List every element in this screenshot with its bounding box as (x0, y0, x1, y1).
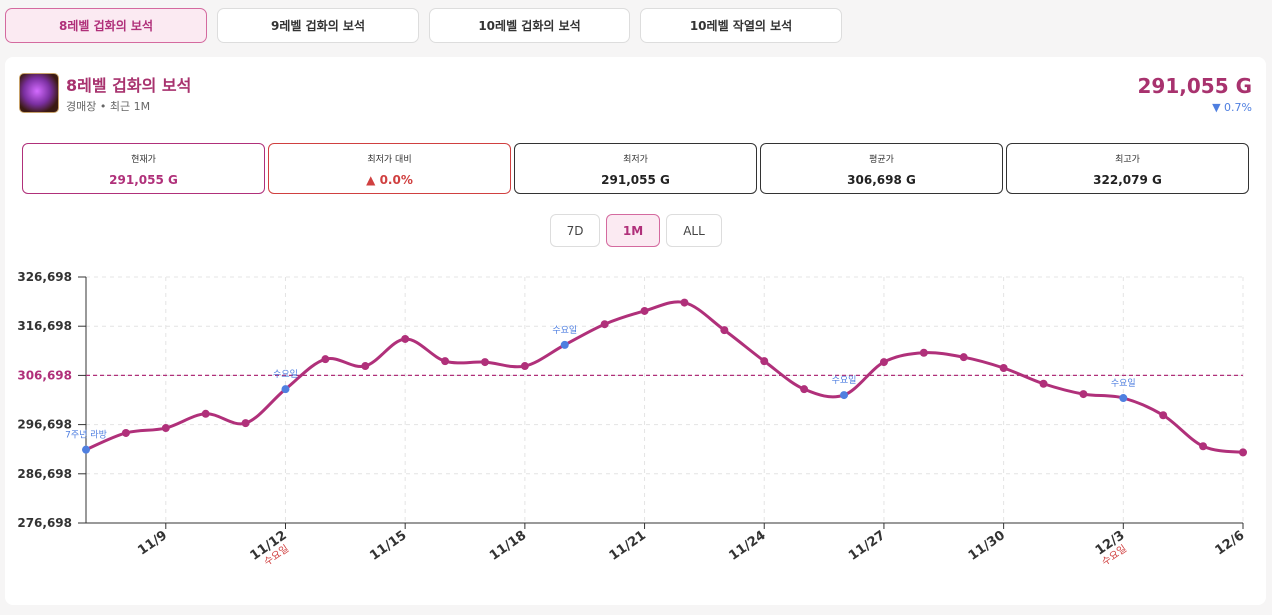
data-point (1199, 442, 1208, 451)
data-point (441, 357, 450, 366)
stat: 최저가 291,055 G (514, 143, 757, 194)
subtitle: 경매장 • 최근 1M (66, 100, 151, 113)
stat-value: 291,055 G (109, 173, 178, 187)
range-button[interactable]: ALL (666, 214, 722, 247)
y-tick-label: 326,698 (17, 270, 72, 284)
data-point (720, 326, 729, 335)
stat: 현재가 291,055 G (22, 143, 265, 194)
data-point (1159, 411, 1168, 420)
tab[interactable]: 9레벨 겁화의 보석 (217, 8, 419, 43)
data-point (840, 391, 849, 400)
title: 8레벨 겁화의 보석 (66, 76, 192, 95)
data-point (1119, 394, 1128, 403)
data-point (1079, 390, 1088, 399)
change: ▼ 0.7% (1212, 101, 1252, 114)
annotation: 수요일 (273, 369, 298, 380)
data-point (161, 424, 170, 433)
tab[interactable]: 8레벨 겁화의 보석 (5, 8, 207, 43)
item-icon (19, 73, 59, 113)
stat-value: 306,698 G (847, 173, 916, 187)
data-point (401, 334, 410, 343)
data-point (600, 320, 609, 329)
stat: 최고가 322,079 G (1006, 143, 1249, 194)
data-point (919, 348, 928, 357)
data-point (121, 428, 130, 437)
data-point (999, 364, 1008, 373)
data-point (1039, 379, 1048, 388)
tab[interactable]: 10레벨 겁화의 보석 (429, 8, 630, 43)
data-point (520, 362, 529, 371)
data-point (560, 340, 569, 349)
data-point (640, 306, 649, 315)
data-point (480, 358, 489, 367)
data-point (879, 358, 888, 367)
x-tick-label: 11/21 (607, 528, 649, 564)
chart: 276,698 286,698 296,698 306,698 316,698 326,6… (17, 270, 1248, 568)
data-point (800, 385, 809, 394)
data-point (1239, 448, 1247, 457)
x-tick-label: 11/18 (487, 528, 529, 564)
data-point (201, 409, 210, 418)
price-line (85, 300, 1244, 454)
data-point (680, 298, 689, 307)
x-tick-label: 11/9 (135, 528, 170, 559)
y-tick-label: 276,698 (17, 516, 72, 530)
data-point (82, 445, 90, 454)
data-point (241, 419, 250, 428)
x-tick-label: 11/27 (846, 528, 888, 564)
stat-value: ▲ 0.0% (366, 173, 413, 187)
range-button[interactable]: 1M (606, 214, 660, 247)
data-point (321, 355, 330, 364)
annotation: 수요일 (552, 325, 577, 336)
stat-label: 현재가 (131, 155, 156, 165)
data-point (281, 385, 290, 394)
annotation: 수요일 (832, 375, 857, 386)
stat-label: 평균가 (869, 155, 894, 165)
x-tick-label: 11/30 (966, 528, 1008, 564)
x-tick-label: 11/24 (726, 528, 768, 564)
x-tick-label: 11/15 (367, 528, 409, 564)
data-point (959, 353, 968, 362)
y-tick-label: 306,698 (17, 368, 72, 382)
y-tick-label: 286,698 (17, 467, 72, 481)
x-tick-label: 12/6 (1213, 528, 1248, 559)
y-tick-label: 316,698 (17, 319, 72, 333)
stat-label: 최고가 (1115, 155, 1140, 165)
stat: 평균가 306,698 G (760, 143, 1003, 194)
price: 291,055 G (1137, 74, 1252, 98)
stat-label: 최저가 대비 (367, 155, 412, 165)
range-button[interactable]: 7D (550, 214, 600, 247)
y-tick-label: 296,698 (17, 418, 72, 432)
data-point (760, 357, 769, 366)
data-point (361, 362, 370, 371)
stat: 최저가 대비 ▲ 0.0% (268, 143, 511, 194)
tab[interactable]: 10레벨 작열의 보석 (640, 8, 842, 43)
stat-value: 291,055 G (601, 173, 670, 187)
stat-label: 최저가 (623, 155, 648, 165)
annotation: 7주년 라방 (65, 430, 107, 441)
stat-value: 322,079 G (1093, 173, 1162, 187)
annotation: 수요일 (1111, 378, 1136, 389)
